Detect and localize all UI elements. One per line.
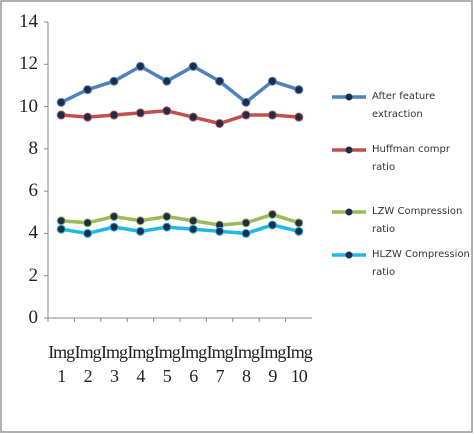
legend-marker <box>345 251 353 259</box>
series-line <box>60 223 300 236</box>
data-point <box>267 76 277 86</box>
y-tick-label: 14 <box>19 11 38 32</box>
data-point <box>135 61 145 71</box>
data-point <box>109 212 119 222</box>
series-line <box>61 212 300 227</box>
data-point <box>188 224 198 234</box>
data-point <box>162 222 172 232</box>
x-tick-label: Img 9 <box>259 342 286 386</box>
data-point <box>135 216 145 226</box>
y-tick-label: 12 <box>19 53 38 75</box>
legend-label: HLZW Compression ratio <box>372 249 470 278</box>
data-point <box>294 85 304 95</box>
data-point <box>83 85 93 95</box>
data-point <box>83 218 93 228</box>
data-point <box>215 226 225 236</box>
data-point <box>215 118 225 128</box>
data-point <box>83 112 93 122</box>
data-point <box>241 218 251 228</box>
x-tick-label: Img 2 <box>74 342 102 386</box>
legend-label: Huffman compr ratio <box>372 144 450 173</box>
x-tick-label: Img 5 <box>153 342 181 386</box>
data-point <box>188 112 198 122</box>
legend-label: LZW Compression ratio <box>372 206 463 235</box>
data-point <box>56 110 66 120</box>
y-tick-label: 0 <box>28 307 39 328</box>
data-point <box>267 209 277 219</box>
data-point <box>109 222 119 232</box>
legend-marker <box>345 93 353 101</box>
data-point <box>109 76 119 86</box>
data-point <box>83 228 93 238</box>
data-point <box>56 224 66 234</box>
y-tick-label: 4 <box>28 222 39 244</box>
legend-label: After feature extraction <box>372 91 436 120</box>
data-point <box>162 212 172 222</box>
data-point <box>188 61 198 71</box>
x-tick-label: Img 10 <box>285 342 313 386</box>
y-tick-label: 6 <box>28 180 39 202</box>
x-tick-label: Img 1 <box>48 342 75 386</box>
data-point <box>188 216 198 226</box>
data-point <box>294 112 304 122</box>
x-tick-label: Img 6 <box>180 342 207 386</box>
data-point <box>294 226 304 236</box>
legend-marker <box>345 208 353 216</box>
data-point <box>135 226 145 236</box>
legend-marker <box>345 146 353 154</box>
y-tick-label: 8 <box>28 137 39 159</box>
data-point <box>56 216 66 226</box>
x-tick-label: Img 7 <box>206 342 234 386</box>
data-point <box>294 218 304 228</box>
data-point <box>109 110 119 120</box>
y-tick-label: 2 <box>28 264 39 286</box>
x-tick-label: Img 4 <box>127 342 154 386</box>
data-point <box>241 110 251 120</box>
series-line <box>61 109 299 126</box>
data-point <box>267 110 277 120</box>
data-point <box>135 108 145 118</box>
data-point <box>162 106 172 116</box>
x-tick-label: Img 8 <box>233 342 260 386</box>
data-point <box>56 97 66 107</box>
x-tick-label: Img 3 <box>101 342 128 386</box>
data-point <box>215 76 225 86</box>
data-point <box>241 97 251 107</box>
data-point <box>241 228 251 238</box>
series-line <box>60 64 300 105</box>
data-point <box>267 220 277 230</box>
y-tick-label: 10 <box>19 95 38 117</box>
data-point <box>162 76 172 86</box>
